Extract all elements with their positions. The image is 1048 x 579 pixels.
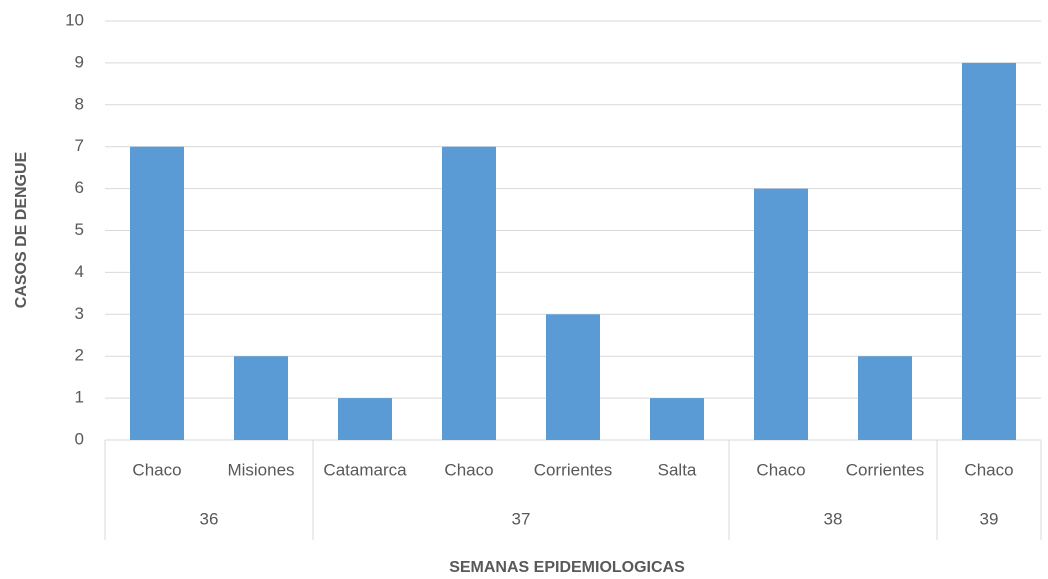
y-tick-label: 1 (75, 388, 84, 407)
x-axis-title: SEMANAS EPIDEMIOLOGICAS (449, 559, 685, 576)
y-tick-label: 9 (75, 52, 84, 71)
y-tick-label: 4 (75, 262, 84, 281)
y-tick-label: 5 (75, 220, 84, 239)
y-tick-label: 6 (75, 178, 84, 197)
y-tick-label: 2 (75, 346, 84, 365)
group-label: 36 (200, 509, 219, 528)
group-label: 37 (512, 509, 531, 528)
x-tick-label: Corrientes (534, 460, 612, 479)
x-tick-label: Chaco (444, 460, 493, 479)
y-tick-label: 3 (75, 304, 84, 323)
x-tick-label: Chaco (964, 460, 1013, 479)
x-tick-label: Misiones (227, 460, 294, 479)
y-tick-label: 7 (75, 136, 84, 155)
y-axis-title: CASOS DE DENGUE (13, 151, 30, 308)
bar (442, 146, 496, 440)
bar (234, 356, 288, 440)
x-tick-label: Catamarca (323, 460, 407, 479)
x-tick-label: Salta (658, 460, 697, 479)
bar (338, 398, 392, 440)
y-tick-label: 8 (75, 94, 84, 113)
group-label: 38 (824, 509, 843, 528)
bar (754, 188, 808, 440)
bar (858, 356, 912, 440)
bar (962, 62, 1016, 441)
x-tick-label: Corrientes (846, 460, 924, 479)
bar (650, 398, 704, 440)
x-tick-label: Chaco (756, 460, 805, 479)
y-tick-label: 10 (65, 10, 84, 29)
y-tick-label: 0 (75, 429, 84, 448)
group-label: 39 (980, 509, 999, 528)
x-tick-label: Chaco (132, 460, 181, 479)
bar (130, 146, 184, 440)
bar (546, 314, 600, 440)
